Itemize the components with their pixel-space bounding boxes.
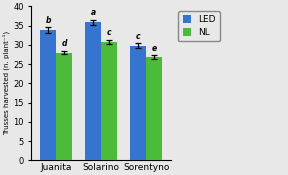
Y-axis label: Trusses harvested (n. plant⁻¹): Trusses harvested (n. plant⁻¹) <box>3 31 10 135</box>
Text: a: a <box>91 8 96 18</box>
Legend: LED, NL: LED, NL <box>178 11 220 41</box>
Text: c: c <box>107 29 111 37</box>
Text: d: d <box>61 39 67 48</box>
Bar <box>130 46 146 160</box>
Text: e: e <box>151 44 157 53</box>
Bar <box>56 52 72 160</box>
Bar <box>86 22 101 160</box>
Bar <box>101 42 117 160</box>
Bar <box>146 57 162 160</box>
Text: b: b <box>46 16 51 25</box>
Text: c: c <box>136 32 141 41</box>
Bar <box>40 30 56 160</box>
